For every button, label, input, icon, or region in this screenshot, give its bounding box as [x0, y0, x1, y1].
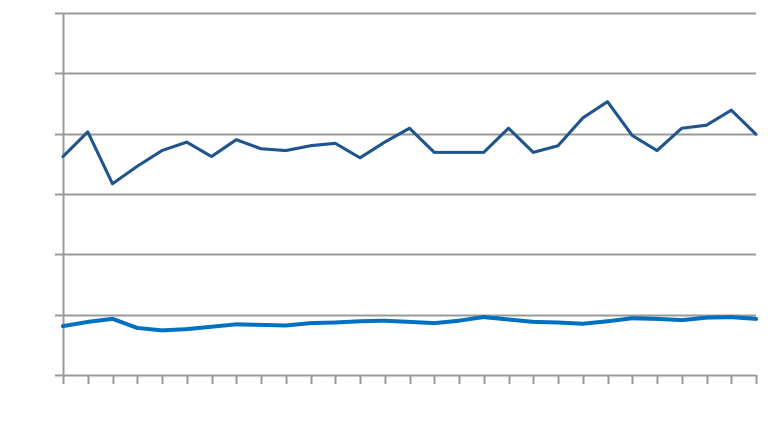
- series-line-series-2: [61, 315, 758, 333]
- data-series: [61, 100, 758, 333]
- series-line-series-1: [61, 100, 758, 186]
- y-axis-ticks: [55, 12, 63, 377]
